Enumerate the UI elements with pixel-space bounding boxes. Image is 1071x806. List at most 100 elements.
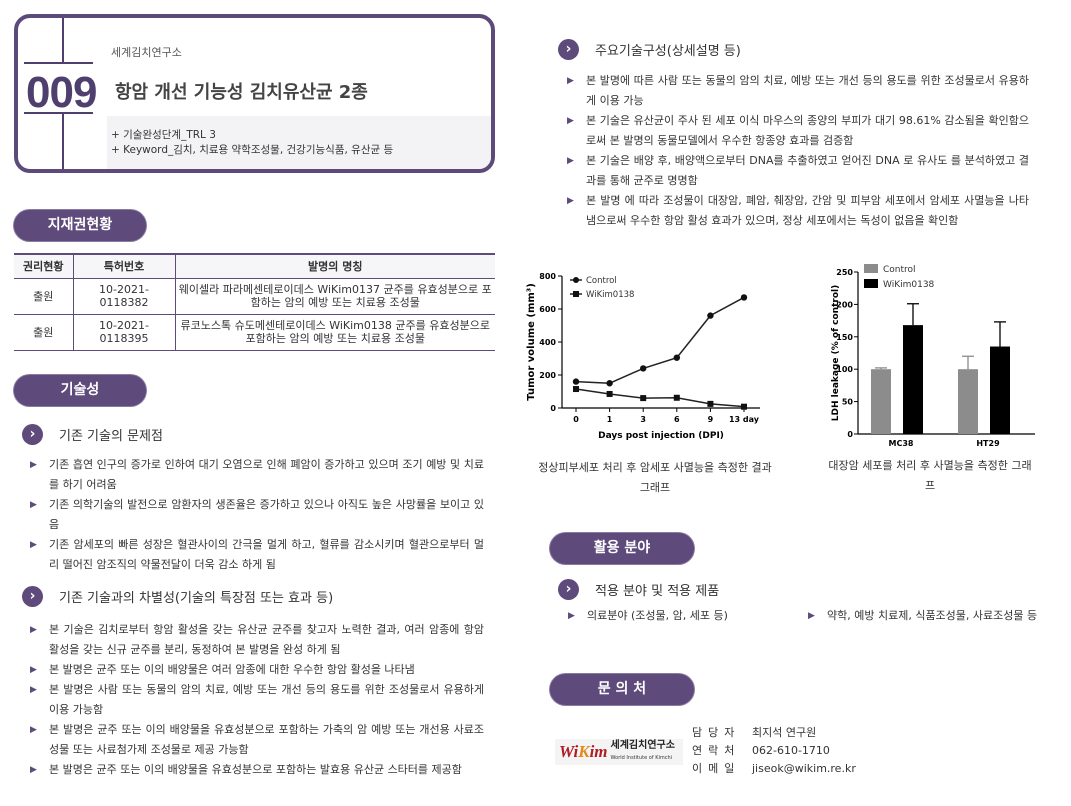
list-item: 본 기술은 유산균이 주사 된 세포 이식 마우스의 종양의 부피가 대기 98…: [567, 111, 1029, 151]
col-header: 발명의 명칭: [174, 253, 495, 279]
x-tick-label: HT29: [976, 439, 1000, 448]
col-header: 권리현황: [14, 253, 73, 279]
patent-table: 권리현황 특허번호 발명의 명칭 출원 10-2021-0118382 웨이셀라 파라메…: [14, 253, 495, 351]
wikim-logo: WiKim 세계김치연구소 World Institute of Kimchi: [555, 739, 683, 765]
label: 연락처: [692, 744, 741, 757]
chart-caption: 대장암 세포를 처리 후 사멸능을 측정한 그래프: [828, 459, 1032, 492]
keyword-box: + 기술완성단계_TRL 3 + Keyword_김치, 치료용 약학조성물, …: [107, 116, 491, 169]
y-tick-label: 250: [836, 268, 853, 277]
data-point: [573, 386, 579, 393]
technology-pill: 기술성: [14, 375, 146, 406]
legend-label: Control: [586, 276, 617, 286]
data-point: [606, 380, 613, 387]
problems-list: 기존 흡연 인구의 증가로 인하여 대기 오염으로 인해 폐암이 증가하고 있으…: [30, 455, 484, 575]
list-item: 의료분야 (조성물, 암, 세포 등): [568, 606, 788, 626]
data-point: [640, 395, 647, 402]
contact-info: 담당자 최지석 연구원 연락처 062-610-1710 이메일 jiseok@wik…: [692, 724, 856, 778]
main-tech-list: 본 발명에 따른 사람 또는 동물의 암의 치료, 예방 또는 개선 등의 용도…: [567, 71, 1029, 231]
data-point: [740, 294, 748, 301]
contact-row: 담당자 최지석 연구원: [692, 724, 856, 742]
y-axis-label: Tumor volume (mm³): [526, 283, 537, 401]
ip-status-pill: 지재권현황: [14, 210, 146, 241]
divider: [62, 114, 64, 169]
bar: [990, 346, 1010, 434]
bar: [903, 325, 923, 434]
contact-row: 이메일 jiseok@wikim.re.kr: [692, 760, 856, 778]
data-point: [741, 403, 747, 410]
y-tick-label: 800: [539, 272, 556, 281]
y-tick-label: 50: [842, 398, 854, 407]
list-item: 기존 흡연 인구의 증가로 인하여 대기 오염으로 인해 폐암이 증가하고 있으…: [30, 455, 484, 495]
bar: [871, 369, 891, 434]
divider: [24, 62, 93, 64]
legend-marker: [573, 277, 579, 283]
x-tick-label: 9: [708, 415, 714, 424]
differentiation-list: 본 기술은 김치로부터 항암 활성을 갖는 유산균 균주를 찾고자 노력한 결과…: [30, 620, 484, 780]
email-link[interactable]: jiseok@wikim.re.kr: [752, 762, 856, 775]
chart-caption: 정상피부세포 처리 후 암세포 사멸능을 측정한 결과 그래프: [538, 461, 772, 494]
item-number: 009: [26, 68, 97, 117]
y-tick-label: 0: [847, 430, 853, 439]
application-list: 약학, 예방 치료제, 식품조성물, 사료조성물 등: [808, 606, 1038, 626]
col-header: 특허번호: [72, 253, 175, 279]
y-axis-label: LDH leakage (% of control): [831, 285, 841, 421]
list-item: 본 기술은 김치로부터 항암 활성을 갖는 유산균 균주를 찾고자 노력한 결과…: [30, 620, 484, 660]
data-point: [673, 354, 680, 361]
section-title: 기존 기술의 문제점: [59, 429, 163, 444]
list-item: 본 기술은 배양 후, 배양액으로부터 DNA를 추출하였고 얻어진 DNA 로…: [567, 151, 1029, 191]
list-item: 본 발명은 균주 또는 이의 배양물을 유효성분으로 포함하는 발효용 유산균 …: [30, 760, 484, 780]
patent-number-cell: 10-2021-0118382: [72, 278, 175, 315]
chevron-right-icon: ›: [22, 424, 43, 445]
chevron-right-icon: ›: [558, 39, 579, 60]
list-item: 기존 암세포의 빠른 성장은 혈관사이의 간극을 멀게 하고, 혈류를 감소시키…: [30, 535, 484, 575]
section-main-tech: › 주요기술구성(상세설명 등): [558, 39, 741, 60]
label: 이메일: [692, 762, 741, 775]
y-tick-label: 150: [836, 333, 853, 342]
legend-swatch: [864, 279, 878, 288]
x-tick-label: 1: [607, 415, 613, 424]
x-tick-label: 0: [573, 415, 579, 424]
y-tick-label: 0: [550, 404, 556, 413]
x-tick-label: 3: [640, 415, 646, 424]
patent-number-cell: 10-2021-0118395: [72, 314, 175, 351]
list-item: 본 발명은 균주 또는 이의 배양물은 여러 암종에 대한 우수한 항암 활성을…: [30, 660, 484, 680]
series-line: [575, 296, 745, 385]
y-tick-label: 100: [836, 365, 853, 374]
invention-name-cell: 류코노스톡 슈도메센테로이데스 WiKim0138 균주를 유효성분으로 포함하…: [174, 314, 495, 351]
list-item: 본 발명에 따른 사람 또는 동물의 암의 치료, 예방 또는 개선 등의 용도…: [567, 71, 1029, 111]
data-point: [640, 365, 647, 372]
table-row: 출원 10-2021-0118382 웨이셀라 파라메센테로이데스 WiKim013…: [14, 278, 495, 315]
data-point: [707, 400, 714, 407]
section-title: 적용 분야 및 적용 제품: [595, 584, 720, 599]
series-line: [575, 388, 745, 408]
chevron-right-icon: ›: [22, 586, 43, 607]
bar: [958, 369, 978, 434]
y-tick-label: 200: [836, 300, 853, 309]
tumor-volume-line-chart: 0 200 400 600 800 0 1 3 6 9 13 day Days post inject…: [526, 272, 760, 441]
list-item: 본 발명은 균주 또는 이의 배양물을 유효성분으로 포함하는 가축의 암 예방…: [30, 720, 484, 760]
data-point: [707, 312, 714, 319]
organization: 세계김치연구소: [111, 46, 182, 59]
data-point: [673, 394, 680, 401]
legend-marker: [573, 291, 579, 297]
legend-label: WiKim0138: [586, 290, 634, 300]
y-tick-label: 200: [539, 371, 556, 380]
legend-label: WiKim0138: [883, 280, 935, 290]
section-title: 기존 기술과의 차별성(기술의 특장점 또는 효과 등): [59, 591, 334, 606]
x-axis-label: Days post injection (DPI): [598, 431, 724, 441]
status-cell: 출원: [14, 314, 73, 351]
section-differentiation: › 기존 기술과의 차별성(기술의 특장점 또는 효과 등): [22, 586, 333, 607]
divider: [62, 18, 64, 62]
chevron-right-icon: ›: [558, 579, 579, 600]
trl-level: + 기술완성단계_TRL 3: [111, 129, 216, 141]
label: 담당자: [692, 726, 741, 739]
page-title: 항암 개선 기능성 김치유산균 2종: [115, 82, 368, 103]
table-row: 출원 10-2021-0118395 류코노스톡 슈도메센테로이데스 WiKim01…: [14, 314, 495, 351]
legend-label: Control: [883, 265, 916, 275]
section-application: › 적용 분야 및 적용 제품: [558, 579, 719, 600]
divider: [24, 112, 93, 114]
contact-person: 최지석 연구원: [752, 726, 817, 739]
keywords: + Keyword_김치, 치료용 약학조성물, 건강기능식품, 유산균 등: [111, 144, 394, 156]
y-tick-label: 400: [539, 338, 556, 347]
x-tick-label: 13 day: [729, 415, 760, 424]
